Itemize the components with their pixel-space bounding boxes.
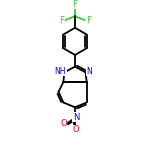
Text: O: O [73,125,79,134]
Text: NH: NH [55,67,66,76]
Text: N: N [73,112,79,122]
Text: N: N [87,67,92,76]
Text: F: F [59,15,64,24]
Text: F: F [73,0,77,9]
Text: O: O [60,119,67,128]
Text: F: F [86,15,91,24]
